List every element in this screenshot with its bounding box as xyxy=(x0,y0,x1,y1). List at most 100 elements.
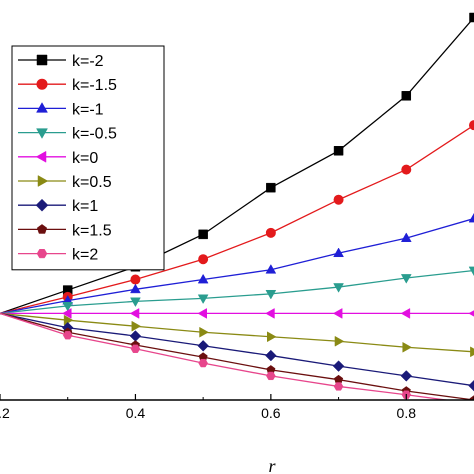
data-point xyxy=(62,331,73,340)
data-point xyxy=(332,308,343,319)
data-point xyxy=(400,232,412,242)
data-point xyxy=(401,91,412,101)
legend-label: k=1.5 xyxy=(72,222,112,239)
data-point xyxy=(197,273,209,284)
data-point xyxy=(197,308,207,319)
legend-item: k=-1.5 xyxy=(18,77,117,94)
series-line xyxy=(0,312,474,353)
data-point xyxy=(333,146,344,156)
data-point xyxy=(129,330,142,342)
data-point xyxy=(63,314,74,326)
data-point xyxy=(129,308,140,319)
legend-marker xyxy=(36,78,48,90)
series-line xyxy=(0,312,474,400)
legend-label: k=1 xyxy=(72,198,98,215)
data-point xyxy=(468,266,474,277)
x-axis-label: r xyxy=(268,456,276,474)
data-point xyxy=(266,371,276,381)
series-k=0.5 xyxy=(0,312,474,358)
data-point xyxy=(401,164,412,175)
legend-label: k=-0.5 xyxy=(72,126,117,143)
data-point xyxy=(130,274,141,285)
x-tick-label: 0.4 xyxy=(126,405,146,421)
legend-label: k=0.5 xyxy=(72,174,112,191)
data-point xyxy=(469,12,474,23)
x-ticks: 0.2 0.4 0.6 0.8 xyxy=(0,394,474,421)
legend-marker xyxy=(36,128,48,139)
data-point xyxy=(62,302,74,312)
x-tick-label: 0.2 xyxy=(0,405,10,421)
data-point xyxy=(469,120,474,131)
legend: k=-2 k=-1.5 k=-1 k=-0.5 k=0 k=0.5 k=1 k=1.5 k=2 xyxy=(11,45,165,271)
series-line xyxy=(0,17,474,315)
legend-item: k=0.5 xyxy=(18,174,112,191)
legend-marker xyxy=(35,198,49,212)
data-point xyxy=(265,289,277,300)
x-tick-label: 0.8 xyxy=(397,405,417,421)
data-point xyxy=(265,349,277,362)
data-point xyxy=(131,320,142,332)
legend-item: k=-0.5 xyxy=(18,126,117,143)
legend-marker xyxy=(35,150,47,163)
legend-label: k=-1.5 xyxy=(72,77,117,94)
data-point xyxy=(468,379,474,392)
data-point xyxy=(333,283,344,293)
data-point xyxy=(333,374,344,384)
data-point xyxy=(198,229,208,240)
series-k=-0.5 xyxy=(0,266,474,315)
data-point xyxy=(265,308,275,319)
legend-item: k=0 xyxy=(18,150,98,167)
data-point xyxy=(468,212,474,223)
data-point xyxy=(400,274,412,284)
legend-item: k=2 xyxy=(18,247,98,264)
data-point xyxy=(333,382,344,391)
data-point xyxy=(400,370,413,382)
legend-item: k=1.5 xyxy=(18,222,112,239)
data-point xyxy=(468,310,474,317)
series-line xyxy=(0,269,474,315)
x-tick-label: 0.6 xyxy=(261,405,281,421)
legend-marker xyxy=(36,249,48,259)
data-point xyxy=(266,182,276,193)
series-line xyxy=(0,124,474,315)
data-point xyxy=(198,358,208,368)
data-point xyxy=(265,227,276,238)
data-point xyxy=(130,297,141,308)
data-point xyxy=(471,399,474,400)
data-point xyxy=(470,346,474,358)
data-point xyxy=(334,335,345,347)
data-point xyxy=(333,247,344,258)
data-point xyxy=(130,283,141,294)
data-point xyxy=(62,285,73,295)
data-point xyxy=(62,308,72,319)
data-point xyxy=(265,264,277,274)
data-point xyxy=(198,254,209,265)
legend-marker xyxy=(37,175,49,187)
series-line xyxy=(0,217,474,315)
legend-marker xyxy=(36,224,48,234)
plot-area xyxy=(0,12,474,400)
legend-item: k=-2 xyxy=(18,53,104,70)
data-point xyxy=(402,341,412,353)
data-point xyxy=(267,331,277,343)
series-k=2 xyxy=(0,312,474,400)
series-k=-1 xyxy=(0,212,474,315)
legend-label: k=-2 xyxy=(72,53,104,70)
legend-item: k=1 xyxy=(18,198,98,215)
data-point xyxy=(130,344,141,353)
data-point xyxy=(332,360,345,372)
legend-label: k=0 xyxy=(72,150,98,167)
data-point xyxy=(197,340,209,352)
data-point xyxy=(400,308,411,319)
legend-label: k=2 xyxy=(72,247,98,264)
data-point xyxy=(469,395,474,400)
series-line xyxy=(0,312,451,400)
data-point xyxy=(199,326,209,338)
series-line xyxy=(0,312,474,387)
legend-marker xyxy=(36,54,48,66)
data-point xyxy=(197,294,209,305)
data-point xyxy=(333,194,344,205)
legend-label: k=-1 xyxy=(72,101,104,118)
series-k=0 xyxy=(0,308,474,319)
legend-item: k=-1 xyxy=(18,101,104,118)
